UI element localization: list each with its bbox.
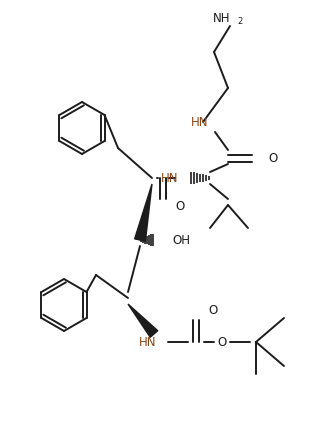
Text: HN: HN — [139, 336, 157, 349]
Text: OH: OH — [172, 234, 190, 247]
Text: O: O — [175, 200, 184, 213]
Text: HN: HN — [161, 172, 179, 184]
Text: NH: NH — [213, 12, 231, 25]
Polygon shape — [134, 184, 152, 241]
Text: O: O — [268, 152, 277, 165]
Text: HN: HN — [191, 115, 209, 128]
Text: 2: 2 — [237, 18, 243, 26]
Polygon shape — [128, 304, 158, 337]
Text: O: O — [208, 304, 217, 317]
Text: O: O — [217, 336, 227, 349]
